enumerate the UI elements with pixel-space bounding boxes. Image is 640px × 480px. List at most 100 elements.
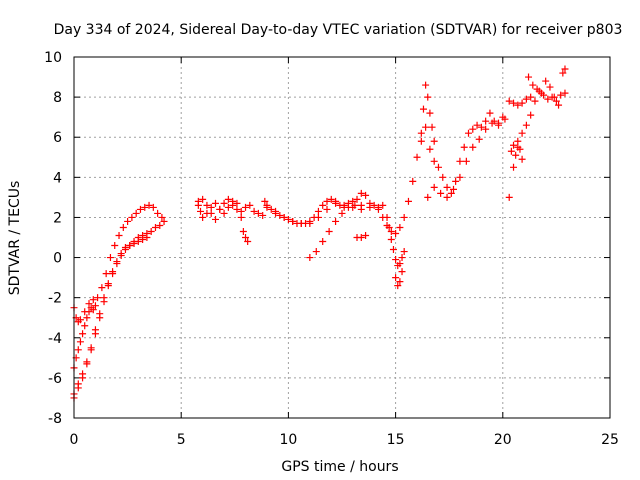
data-point [514, 137, 522, 145]
data-point [156, 221, 164, 229]
data-point [507, 147, 515, 155]
data-point [85, 308, 93, 316]
x-axis-label: GPS time / hours [281, 459, 398, 475]
data-point [473, 121, 481, 129]
y-tick-label: 4 [53, 170, 62, 186]
grid [74, 57, 610, 418]
data-point [89, 296, 97, 304]
data-point [196, 207, 204, 215]
data-point [203, 201, 211, 209]
data-point [533, 85, 541, 93]
data-point [87, 344, 95, 352]
data-point [559, 69, 567, 77]
data-point [246, 201, 254, 209]
data-point [396, 278, 404, 286]
data-point [475, 135, 483, 143]
data-point [239, 227, 247, 235]
data-point [514, 101, 522, 109]
x-tick-label: 20 [494, 432, 512, 448]
data-point [396, 260, 404, 268]
data-point [424, 93, 432, 101]
data-point [79, 370, 87, 378]
data-point [91, 326, 99, 334]
y-tick-label: -8 [48, 411, 62, 427]
y-tick-label: -4 [48, 331, 62, 347]
data-point [263, 203, 271, 211]
data-point [194, 197, 202, 205]
data-point [529, 81, 537, 89]
data-point [233, 205, 241, 213]
data-point [510, 163, 518, 171]
data-point [250, 207, 258, 215]
data-point [482, 125, 490, 133]
data-point [400, 248, 408, 256]
data-point [143, 234, 151, 241]
data-point [136, 205, 144, 213]
data-point [121, 244, 129, 252]
data-point [426, 109, 434, 117]
data-point [117, 250, 125, 258]
data-point [430, 137, 438, 145]
data-point [464, 129, 472, 137]
data-point [139, 236, 147, 244]
data-point [74, 380, 82, 388]
data-point [561, 89, 569, 97]
data-point [327, 195, 335, 203]
data-point [220, 209, 228, 217]
x-tick-label: 25 [601, 432, 619, 448]
data-point [469, 143, 477, 151]
data-point [383, 213, 391, 221]
x-tick-label: 5 [177, 432, 186, 448]
data-point [400, 213, 408, 221]
data-point [512, 151, 520, 159]
data-point [280, 213, 288, 221]
data-point [349, 197, 357, 205]
data-point [424, 193, 432, 201]
plot-frame [73, 56, 611, 419]
data-point [544, 95, 552, 103]
data-point [207, 209, 215, 217]
x-tick-label: 10 [279, 432, 297, 448]
data-point [531, 97, 539, 105]
data-point [89, 306, 97, 314]
y-tick-label: 2 [53, 210, 62, 226]
data-point [149, 203, 157, 211]
data-point [392, 256, 400, 264]
data-point [398, 268, 406, 276]
data-point [76, 316, 84, 324]
data-point [216, 205, 224, 213]
data-point [522, 95, 530, 103]
data-point [151, 223, 159, 231]
data-point [561, 65, 569, 73]
data-point [434, 163, 442, 171]
data-point [449, 185, 457, 193]
data-point [141, 203, 149, 211]
data-points [70, 65, 569, 402]
data-point [527, 93, 535, 101]
data-point [447, 189, 455, 197]
data-point [462, 157, 470, 165]
y-tick-label: 8 [53, 90, 62, 106]
x-tick-label: 0 [70, 432, 79, 448]
data-point [332, 199, 340, 207]
data-point [404, 197, 412, 205]
data-point [443, 193, 451, 201]
data-point [96, 310, 104, 318]
data-point [338, 209, 346, 217]
data-point [79, 330, 87, 338]
data-point [510, 141, 518, 149]
data-point [98, 284, 106, 292]
data-point [85, 300, 93, 308]
data-point [94, 294, 102, 302]
data-point [357, 201, 365, 209]
data-point [128, 213, 136, 221]
data-point [323, 197, 331, 205]
data-point [319, 238, 327, 246]
data-point [83, 314, 91, 322]
data-point [104, 280, 112, 288]
data-point [212, 215, 220, 223]
data-point [550, 93, 558, 101]
data-point [385, 223, 393, 231]
y-tick-label: -6 [48, 371, 62, 387]
data-point [546, 83, 554, 91]
